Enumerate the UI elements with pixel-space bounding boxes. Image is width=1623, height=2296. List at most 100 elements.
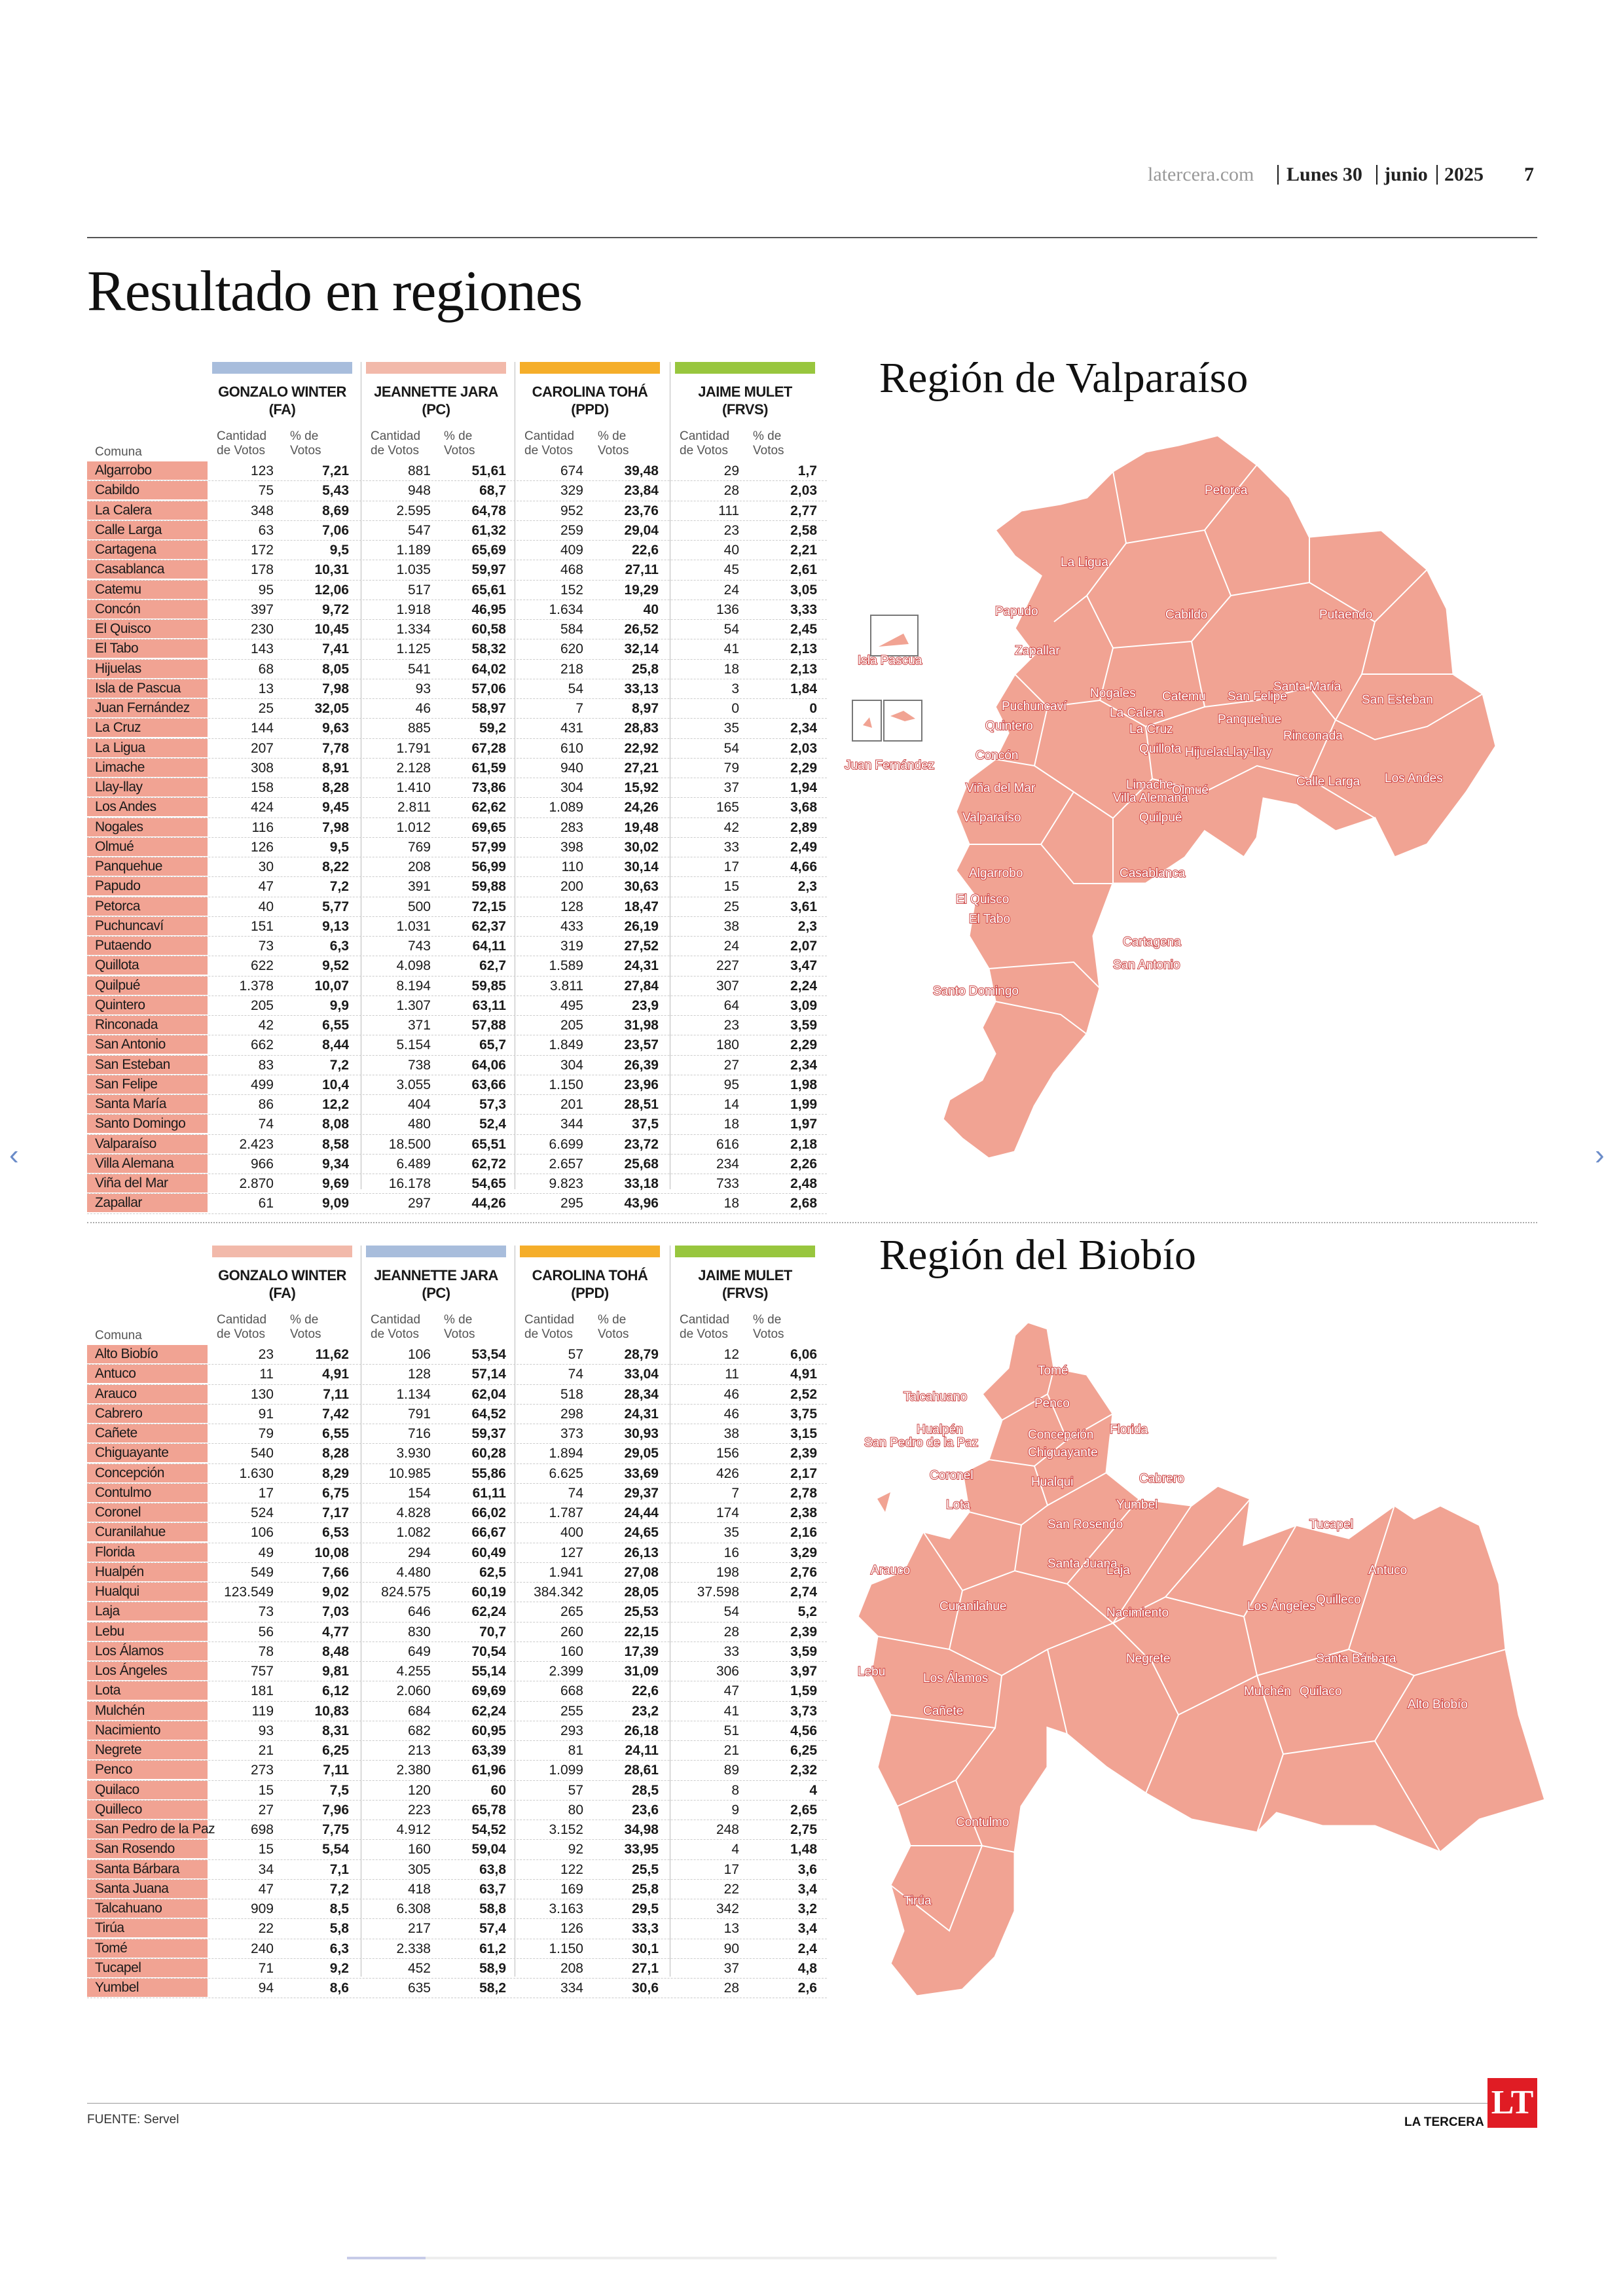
biobio-map-labels: Tomé Talcahuano Penco Hualpén Concepción Flor… [857, 1363, 1468, 1909]
comuna-header: Comuna [95, 1329, 142, 1342]
la-tercera-logo[interactable]: LT [1487, 2078, 1537, 2128]
votes-percent: 25,68 [624, 1156, 659, 1172]
votes-percent: 7,11 [323, 1386, 349, 1402]
votes-percent: 58,32 [471, 641, 506, 657]
header-line: Cantidad [371, 1313, 421, 1327]
candidate-name: CAROLINA TOHÁ [532, 384, 648, 400]
votes-count: 71 [258, 1960, 274, 1976]
votes-percent: 9,9 [329, 997, 349, 1013]
votes-count: 404 [407, 1097, 431, 1112]
votes-percent: 2,77 [790, 503, 817, 518]
votes-count: 1.410 [396, 780, 431, 795]
votes-count: 38 [723, 918, 739, 934]
map-commune-label: Santa Bárbara [1316, 1652, 1396, 1666]
votes-count: 2.811 [397, 800, 431, 816]
site-name[interactable]: latercera.com [1148, 164, 1254, 185]
votes-percent: 28,61 [624, 1763, 659, 1778]
votes-count: 54 [723, 740, 739, 756]
map-commune-label: Papudo [995, 605, 1038, 619]
comuna-name: Arauco [87, 1384, 208, 1403]
votes-count: 86 [258, 1097, 274, 1112]
votes-count: 22 [258, 1921, 274, 1937]
votes-count: 54 [723, 1604, 739, 1620]
table-row: Laja 73 7,03 646 62,24 265 25,53 54 5,2 [87, 1602, 827, 1623]
comuna-name: Quilpué [87, 976, 208, 995]
table-row: La Calera 348 8,69 2.595 64,78 952 23,76 111 2,7… [87, 501, 827, 521]
map-commune-label: San Pedro de la Paz [864, 1436, 978, 1450]
comuna-name: La Cruz [87, 719, 208, 738]
header-line: Votos [444, 444, 475, 457]
votes-percent: 26,19 [624, 918, 659, 934]
votes-percent: 9,34 [322, 1156, 349, 1172]
table-row: Calle Larga 63 7,06 547 61,32 259 29,04 23 2,58 [87, 520, 827, 541]
votes-count: 517 [407, 582, 431, 598]
votes-percent: 66,67 [471, 1525, 506, 1541]
comuna-name: Cabrero [87, 1404, 208, 1423]
votes-percent: 5,77 [322, 899, 349, 914]
scrollbar-thumb[interactable] [347, 2257, 426, 2259]
votes-percent: 2,38 [790, 1505, 817, 1520]
candidate-header: GONZALO WINTER (FA) [211, 362, 353, 418]
votes-count: 418 [407, 1881, 431, 1897]
votes-count: 128 [560, 899, 583, 914]
votes-percent: 29,5 [632, 1901, 659, 1916]
votes-percent: 2,03 [790, 740, 817, 756]
votes-count: 18 [723, 1196, 739, 1211]
votes-count: 47 [258, 879, 274, 895]
comuna-name: Villa Alemana [87, 1154, 208, 1173]
votes-count: 17 [723, 859, 739, 874]
votes-percent: 59,37 [471, 1426, 506, 1441]
votes-count: 23 [258, 1347, 274, 1362]
votes-count: 17 [258, 1485, 274, 1501]
votes-percent: 10,31 [314, 562, 349, 578]
comuna-name: Cabildo [87, 481, 208, 500]
prev-page-arrow-icon[interactable]: ‹ [9, 1139, 19, 1171]
votes-count: 75 [258, 483, 274, 499]
votes-percent: 58,8 [479, 1901, 506, 1916]
table-row: Nogales 116 7,98 1.012 69,65 283 19,48 42 2,89 [87, 817, 827, 838]
votes-count: 398 [560, 839, 583, 855]
comuna-name: Tomé [87, 1939, 208, 1958]
votes-percent: 26,39 [624, 1057, 659, 1073]
map-commune-label: Hualqui [1031, 1475, 1073, 1489]
votes-percent: 33,95 [624, 1842, 659, 1857]
votes-percent: 2,18 [790, 1136, 817, 1152]
votes-count: 769 [407, 839, 431, 855]
votes-percent: 3,61 [790, 899, 817, 914]
votes-percent: 2,89 [790, 819, 817, 835]
comuna-name: Antuco [87, 1365, 208, 1384]
votes-count: 499 [250, 1077, 274, 1092]
map-commune-label: Tomé [1038, 1364, 1068, 1378]
map-commune-label: San Esteban [1362, 693, 1433, 707]
comuna-name: Papudo [87, 877, 208, 896]
votes-count-header: Cantidad de Votos [217, 1313, 266, 1342]
map-commune-label: Los Andes [1385, 772, 1443, 785]
votes-percent: 9,5 [329, 543, 349, 558]
votes-count-header: Cantidad de Votos [680, 1313, 729, 1342]
votes-count: 500 [407, 899, 431, 914]
comuna-name: Catemu [87, 580, 208, 599]
votes-percent: 2,29 [790, 760, 817, 776]
candidate-color-bar [366, 1246, 506, 1257]
votes-count: 42 [723, 819, 739, 835]
votes-percent: 60,58 [471, 622, 506, 637]
votes-count: 24 [723, 939, 739, 954]
next-page-arrow-icon[interactable]: › [1595, 1139, 1605, 1171]
votes-percent: 8,22 [322, 859, 349, 874]
votes-count-header: Cantidad de Votos [371, 1313, 420, 1342]
votes-percent: 3,59 [790, 1018, 817, 1033]
candidate-party: (FRVS) [722, 1285, 768, 1301]
horizontal-scrollbar[interactable] [347, 2257, 1277, 2259]
comuna-name: Olmué [87, 837, 208, 856]
votes-percent: 23,96 [624, 1077, 659, 1092]
votes-percent: 23,9 [632, 997, 659, 1013]
votes-count: 169 [560, 1881, 583, 1897]
votes-count: 83 [258, 1057, 274, 1073]
isla-pascua-inset [870, 615, 919, 656]
votes-count: 1.150 [549, 1941, 583, 1956]
votes-count: 1.031 [396, 918, 431, 934]
votes-count: 431 [560, 721, 583, 736]
votes-count: 1.894 [549, 1446, 583, 1462]
votes-percent: 55,14 [471, 1664, 506, 1679]
header-line: de Votos [371, 1327, 419, 1341]
